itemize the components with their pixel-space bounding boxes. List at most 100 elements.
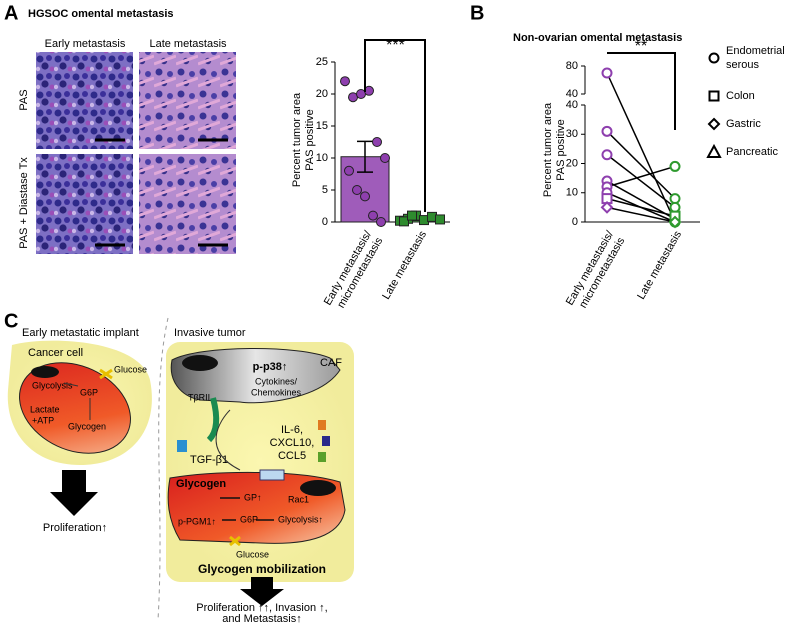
y-tick-label: 0 <box>572 216 578 228</box>
divider <box>157 317 169 621</box>
label: TβRII <box>188 392 210 402</box>
big-arrow <box>240 577 284 606</box>
arrow <box>63 382 91 420</box>
transporter <box>229 535 241 547</box>
image-row-label: PAS <box>18 89 30 110</box>
legend-marker <box>708 52 720 64</box>
significance: ** <box>635 38 647 55</box>
y-tick-label: 5 <box>322 184 328 196</box>
panel-letter: A <box>4 2 18 24</box>
point <box>669 160 681 172</box>
label: p-PGM1↑ <box>178 516 216 526</box>
x-tick-label: Late metastasis <box>635 229 684 302</box>
label: Chemokines <box>251 387 302 397</box>
point <box>407 210 417 221</box>
big-arrow <box>50 470 98 516</box>
arrow <box>215 409 241 471</box>
y-tick-label: 0 <box>322 216 328 228</box>
y-tick-label: 20 <box>566 157 578 169</box>
point <box>380 153 390 163</box>
legend-label: Gastric <box>726 118 761 130</box>
outcome: Proliferation ↑↑, Invasion ↑, <box>196 602 327 614</box>
image-column-label: Early metastasis <box>45 38 126 50</box>
pair-line <box>606 130 676 200</box>
label: Glycolysis↑ <box>278 514 323 524</box>
legend-marker <box>708 90 720 102</box>
point <box>352 185 362 195</box>
label: Lactate <box>30 404 60 414</box>
label: Cancer cell <box>28 347 83 359</box>
y-tick-label: 20 <box>316 88 328 100</box>
nucleus <box>182 355 218 371</box>
y-tick-label: 40 <box>566 99 578 111</box>
y-tick-label: 15 <box>316 120 328 132</box>
x-tick-label: Late metastasis <box>380 229 429 302</box>
pair-line <box>606 165 676 188</box>
receptor <box>206 397 220 443</box>
label: Glycogen <box>176 478 226 490</box>
label: Glycogen mobilization <box>198 562 326 576</box>
y-tick-label: 80 <box>566 60 578 72</box>
point <box>668 215 682 229</box>
micrograph <box>36 52 133 149</box>
label: p-p38↑ <box>253 361 288 373</box>
ligand <box>177 440 187 452</box>
label: Glucose <box>114 364 147 374</box>
cancer-cell <box>19 362 131 454</box>
receptor <box>259 469 285 481</box>
point <box>344 165 354 176</box>
panel-title: Non-ovarian omental metastasis <box>513 32 682 44</box>
label: TGF-β1 <box>190 454 228 466</box>
axis-title: Percent tumor area <box>542 102 554 197</box>
legend-marker <box>706 143 722 158</box>
outcome: and Metastasis↑ <box>222 613 301 624</box>
panel-letter: B <box>470 2 484 24</box>
significance-bracket <box>607 52 676 130</box>
label: Glycolysis <box>32 380 73 390</box>
y-tick-label: 10 <box>316 152 328 164</box>
point <box>600 200 614 214</box>
pair-line <box>606 72 676 223</box>
point <box>669 193 681 205</box>
significance-bracket <box>364 39 426 212</box>
label: IL-6, <box>281 424 303 436</box>
label: Glucose <box>236 549 269 559</box>
diagram-title: Early metastatic implant <box>22 327 139 339</box>
axis-title: PAS positive <box>304 109 316 171</box>
point <box>360 191 370 202</box>
point <box>601 67 613 79</box>
point <box>601 125 613 137</box>
point <box>399 216 409 227</box>
legend-label: serous <box>726 59 760 71</box>
point <box>340 76 350 87</box>
y-tick-label: 40 <box>566 88 578 100</box>
point <box>669 201 681 213</box>
legend-label: Pancreatic <box>726 146 778 158</box>
error-bar <box>357 140 373 173</box>
label: GP↑ <box>244 492 262 502</box>
micrograph <box>36 154 133 254</box>
axis-title: Percent tumor area <box>291 92 303 187</box>
pair-line <box>606 197 676 217</box>
panel-letter: C <box>4 310 18 332</box>
y-tick-label: 30 <box>566 128 578 140</box>
legend-marker <box>707 117 721 131</box>
point <box>376 217 386 227</box>
cytokine <box>318 452 326 462</box>
label: Rac1 <box>288 494 309 504</box>
transporter <box>99 368 113 380</box>
label: +ATP <box>32 415 54 425</box>
point <box>435 214 445 225</box>
legend-label: Colon <box>726 90 755 102</box>
pair-line <box>606 206 676 223</box>
image-column-label: Late metastasis <box>149 38 227 50</box>
panel-title: HGSOC omental metastasis <box>28 8 174 20</box>
outcome: Proliferation↑ <box>43 522 107 534</box>
pair-line <box>606 154 676 208</box>
point <box>372 137 382 147</box>
label: Glycogen <box>68 421 106 431</box>
label: CXCL10, <box>270 437 315 449</box>
micrograph <box>139 52 236 149</box>
significance: *** <box>386 37 405 54</box>
